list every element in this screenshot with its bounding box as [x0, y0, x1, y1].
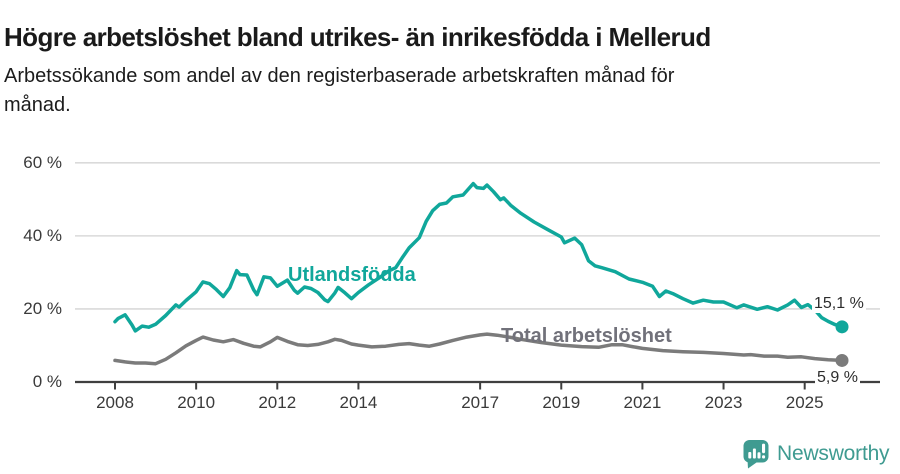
x-tick-label: 2012	[258, 393, 297, 412]
x-tick-label: 2023	[704, 393, 743, 412]
y-tick-label: 40 %	[23, 225, 62, 245]
chart-subtitle: Arbetssökande som andel av den registerb…	[4, 62, 674, 120]
series-end-dot	[835, 320, 849, 334]
x-tick-label: 2017	[461, 393, 500, 412]
page-title: Högre arbetslöshet bland utrikes- än inr…	[4, 22, 711, 53]
subtitle-line-2: månad.	[4, 94, 71, 116]
newsworthy-bubble-chart-icon	[743, 440, 769, 469]
series-end-dot	[835, 353, 849, 367]
y-tick-label: 0 %	[32, 372, 62, 391]
series-label-utlandsfodda: Utlandsfödda	[288, 264, 416, 286]
series-label-total-arbetsloshet: Total arbetslöshet	[501, 325, 672, 347]
newsworthy-logo[interactable]: Newsworthy	[742, 439, 890, 469]
end-value-label-utlandsfodda: 15,1 %	[812, 295, 866, 313]
x-tick-label: 2008	[96, 393, 134, 412]
x-tick-label: 2010	[177, 393, 216, 412]
end-value-label-total: 5,9 %	[815, 369, 860, 387]
y-tick-label: 60 %	[23, 152, 62, 172]
x-tick-label: 2014	[339, 393, 378, 412]
subtitle-line-1: Arbetssökande som andel av den registerb…	[4, 65, 675, 87]
x-tick-label: 2021	[623, 393, 662, 412]
x-tick-label: 2019	[542, 393, 581, 412]
series-line	[113, 181, 844, 333]
series-line	[113, 332, 844, 366]
newsworthy-wordmark: Newsworthy	[777, 442, 890, 465]
x-tick-label: 2025	[785, 393, 824, 412]
y-tick-label: 20 %	[23, 298, 62, 318]
